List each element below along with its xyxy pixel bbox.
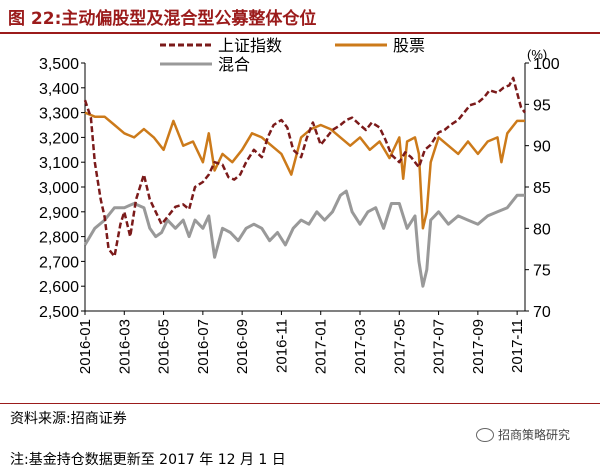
- watermark: 招商策略研究: [476, 426, 570, 443]
- legend-label-index: 上证指数: [218, 36, 282, 55]
- wechat-icon: [476, 427, 494, 442]
- chart: 2,500 2,600 2,700 2,800 2,900 3,000 3,100 3,200…: [39, 36, 560, 374]
- right-axis-unit: (%): [527, 47, 547, 62]
- x-tick-label: 2017-03: [352, 319, 369, 374]
- right-tick-label: 75: [533, 263, 551, 280]
- source-text: 资料来源:招商证券: [10, 411, 127, 427]
- x-tick-label: 2016-07: [195, 319, 212, 374]
- left-tick-label: 3,100: [39, 155, 79, 172]
- right-tick-label: 85: [533, 180, 551, 197]
- left-tick-label: 3,300: [39, 106, 79, 123]
- right-tick-label: 80: [533, 221, 551, 238]
- note-text: 注:基金持仓数据更新至 2017 年 12 月 1 日: [10, 452, 286, 468]
- right-tick-label: 70: [533, 304, 551, 321]
- watermark-text: 招商策略研究: [498, 428, 571, 442]
- left-tick-label: 3,000: [39, 180, 79, 197]
- series-line-hybrid: [83, 189, 525, 288]
- left-tick-label: 2,500: [39, 304, 79, 321]
- left-tick-label: 2,800: [39, 230, 79, 247]
- left-tick-label: 3,400: [39, 81, 79, 98]
- x-tick-label: 2017-01: [313, 319, 330, 374]
- figure-title: 图 22:主动偏股型及混合型公募整体仓位: [8, 9, 317, 29]
- right-tick-label: 95: [533, 97, 551, 114]
- x-tick-label: 2017-05: [391, 319, 408, 374]
- x-tick-label: 2016-09: [234, 319, 251, 374]
- x-tick-label: 2017-11: [509, 319, 526, 373]
- left-tick-label: 2,900: [39, 205, 79, 222]
- legend-label-equity: 股票: [393, 36, 425, 55]
- x-tick-label: 2016-03: [116, 319, 133, 374]
- series-line-equity: [84, 111, 525, 230]
- right-tick-label: 90: [533, 139, 551, 156]
- right-tick-label: 100: [533, 56, 560, 73]
- left-tick-label: 2,600: [39, 279, 79, 296]
- left-tick-label: 3,500: [39, 56, 79, 73]
- x-tick-label: 2017-07: [431, 319, 448, 374]
- title-bar: 图 22:主动偏股型及混合型公募整体仓位: [0, 0, 600, 34]
- x-tick-label: 2016-11: [273, 319, 290, 373]
- axes: 2,500 2,600 2,700 2,800 2,900 3,000 3,100 3,200…: [39, 47, 560, 374]
- left-tick-label: 3,200: [39, 130, 79, 147]
- legend-label-hybrid: 混合: [218, 55, 250, 74]
- divider-top: [0, 403, 600, 404]
- x-tick-label: 2016-05: [156, 319, 173, 374]
- x-tick-label: 2017-09: [470, 319, 487, 374]
- series-lines: [83, 76, 526, 288]
- x-tick-label: 2016-01: [77, 319, 94, 374]
- series-line-index: [83, 76, 526, 258]
- left-tick-label: 2,700: [39, 254, 79, 271]
